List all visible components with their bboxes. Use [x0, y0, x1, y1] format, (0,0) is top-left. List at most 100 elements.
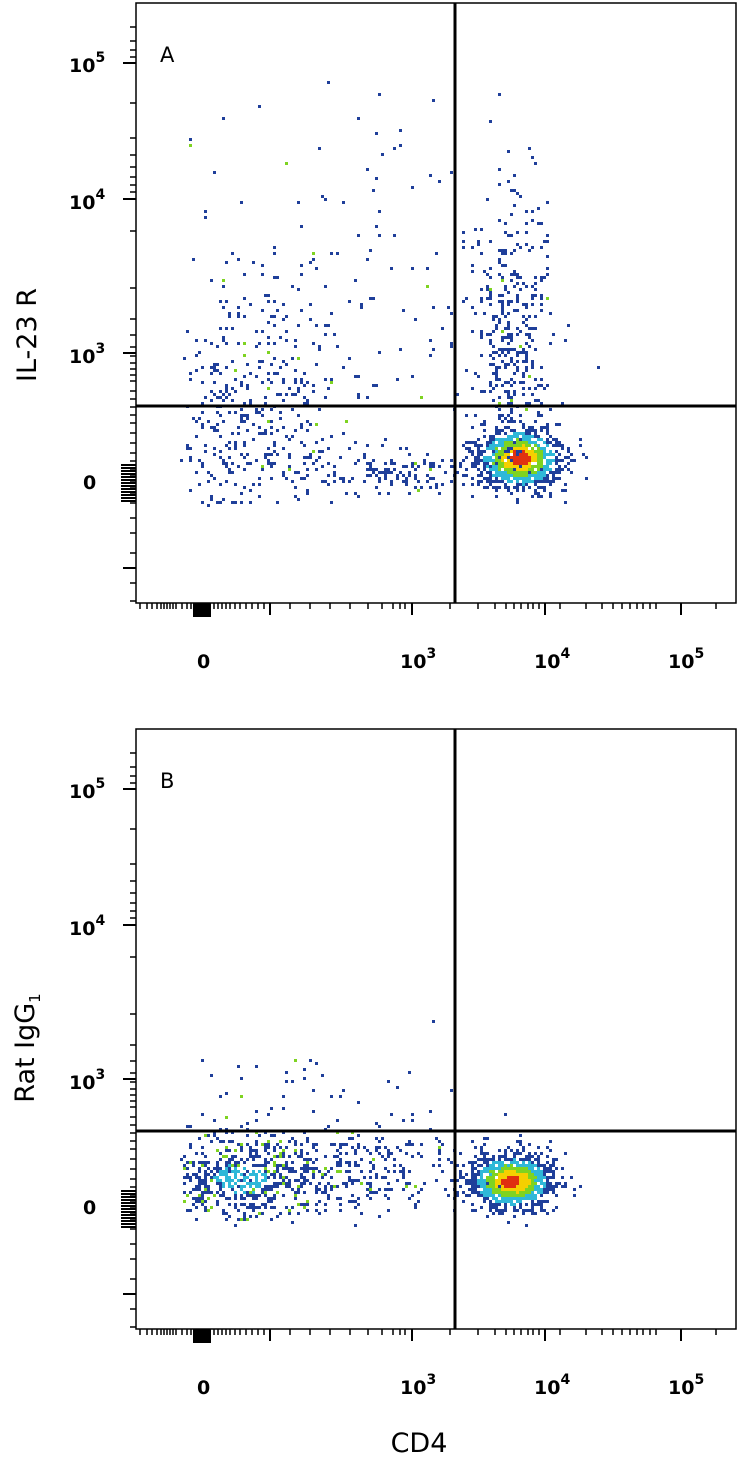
- event-dot: [495, 1161, 498, 1164]
- event-dot: [357, 234, 360, 237]
- event-dot: [303, 396, 306, 399]
- event-dot: [297, 471, 300, 474]
- event-dot: [525, 408, 528, 411]
- event-dot: [498, 300, 501, 303]
- event-dot: [501, 1176, 504, 1179]
- event-dot: [225, 342, 228, 345]
- event-dot: [534, 435, 537, 438]
- event-dot: [207, 1197, 210, 1200]
- event-dot: [237, 1143, 240, 1146]
- event-dot: [438, 1149, 441, 1152]
- event-dot: [240, 1125, 243, 1128]
- event-dot: [312, 390, 315, 393]
- event-dot: [486, 480, 489, 483]
- event-dot: [507, 1185, 510, 1188]
- event-dot: [312, 1176, 315, 1179]
- event-dot: [345, 492, 348, 495]
- event-dot: [198, 351, 201, 354]
- event-dot: [339, 1158, 342, 1161]
- event-dot: [339, 1197, 342, 1200]
- event-dot: [507, 381, 510, 384]
- event-dot: [423, 462, 426, 465]
- event-dot: [315, 441, 318, 444]
- event-dot: [531, 1185, 534, 1188]
- event-dot: [222, 393, 225, 396]
- event-dot: [429, 174, 432, 177]
- event-dot: [282, 1167, 285, 1170]
- event-dot: [306, 492, 309, 495]
- event-dot: [555, 1182, 558, 1185]
- event-dot: [183, 1164, 186, 1167]
- event-dot: [309, 453, 312, 456]
- event-dot: [504, 1173, 507, 1176]
- event-dot: [507, 480, 510, 483]
- event-dot: [186, 1161, 189, 1164]
- event-dot: [483, 1161, 486, 1164]
- event-dot: [531, 1194, 534, 1197]
- event-dot: [531, 471, 534, 474]
- event-dot: [201, 366, 204, 369]
- event-dot: [570, 459, 573, 462]
- event-dot: [243, 1179, 246, 1182]
- event-dot: [510, 417, 513, 420]
- event-dot: [360, 1182, 363, 1185]
- event-dot: [552, 333, 555, 336]
- event-dot: [552, 459, 555, 462]
- event-dot: [537, 462, 540, 465]
- event-dot: [303, 1203, 306, 1206]
- event-dot: [546, 438, 549, 441]
- event-dot: [462, 300, 465, 303]
- event-dot: [270, 1185, 273, 1188]
- event-dot: [537, 1173, 540, 1176]
- event-dot: [507, 462, 510, 465]
- event-dot: [474, 444, 477, 447]
- event-dot: [516, 477, 519, 480]
- event-dot: [531, 303, 534, 306]
- event-dot: [186, 1125, 189, 1128]
- event-dot: [318, 456, 321, 459]
- event-dot: [267, 321, 270, 324]
- event-dot: [408, 474, 411, 477]
- event-dot: [501, 480, 504, 483]
- event-dot: [522, 480, 525, 483]
- event-dot: [252, 1194, 255, 1197]
- event-dot: [525, 432, 528, 435]
- event-dot: [474, 1161, 477, 1164]
- event-dot: [510, 1194, 513, 1197]
- event-dot: [228, 393, 231, 396]
- event-dot: [525, 1164, 528, 1167]
- event-dot: [429, 1110, 432, 1113]
- event-dot: [477, 1179, 480, 1182]
- event-dot: [489, 456, 492, 459]
- event-dot: [291, 435, 294, 438]
- event-dot: [498, 441, 501, 444]
- event-dot: [504, 1194, 507, 1197]
- event-dot: [522, 387, 525, 390]
- event-dot: [306, 1203, 309, 1206]
- event-dot: [495, 384, 498, 387]
- event-dot: [345, 1161, 348, 1164]
- event-dot: [528, 441, 531, 444]
- event-dot: [234, 1203, 237, 1206]
- event-dot: [225, 1164, 228, 1167]
- event-dot: [198, 1137, 201, 1140]
- event-dot: [321, 450, 324, 453]
- event-dot: [198, 1170, 201, 1173]
- event-dot: [504, 222, 507, 225]
- event-dot: [531, 453, 534, 456]
- event-dot: [387, 1209, 390, 1212]
- event-dot: [255, 1065, 258, 1068]
- event-dot: [321, 1176, 324, 1179]
- event-dot: [405, 447, 408, 450]
- event-dot: [510, 447, 513, 450]
- event-dot: [534, 477, 537, 480]
- event-dot: [306, 429, 309, 432]
- event-dot: [522, 1182, 525, 1185]
- event-dot: [411, 1119, 414, 1122]
- event-dot: [516, 1185, 519, 1188]
- event-dot: [513, 1173, 516, 1176]
- event-dot: [504, 1209, 507, 1212]
- event-dot: [513, 1161, 516, 1164]
- event-dot: [315, 423, 318, 426]
- event-dot: [231, 327, 234, 330]
